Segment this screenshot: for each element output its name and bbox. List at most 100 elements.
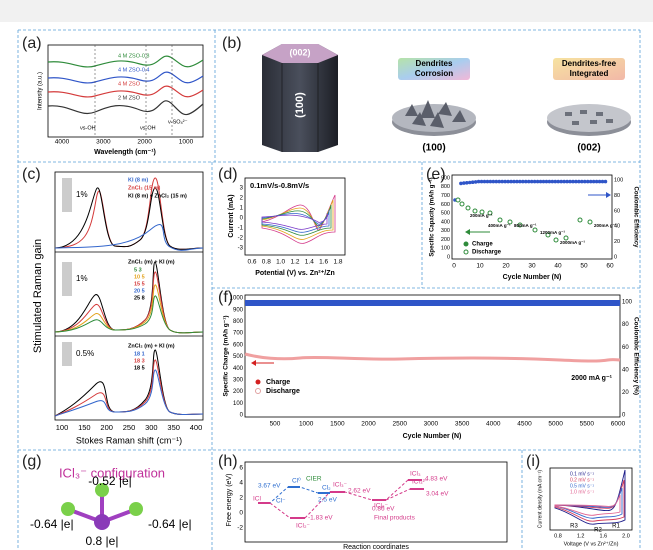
y-tick-label: 700 [233, 331, 244, 337]
legend-title: ZnCl₂ (m) + KI (m) [128, 259, 175, 265]
point [600, 179, 605, 184]
caption: (100) [422, 143, 445, 154]
point [507, 219, 513, 225]
panel-g [61, 483, 143, 530]
point [487, 210, 493, 216]
point [562, 179, 566, 184]
point [535, 179, 540, 184]
legend-marker [463, 249, 469, 255]
y-tick-label: 500 [441, 211, 450, 217]
y-tick-label: 2 [239, 495, 243, 502]
point [541, 179, 546, 184]
legend-label: 4 M ZSO [118, 81, 141, 87]
legend-label: Discharge [472, 250, 502, 256]
legend-label: KI (8 m) + ZnCl₂ (15 m) [128, 193, 187, 199]
point [459, 181, 463, 186]
y-tick-label: 0 [240, 413, 244, 419]
y-tick-label: 600 [441, 202, 450, 208]
y-tick-label: 60 [622, 345, 629, 351]
y-tick-label: 1000 [230, 296, 244, 302]
energy-label: 0.86 eV [372, 506, 395, 513]
x-tick-label: 1.6 [600, 533, 608, 539]
point [547, 179, 552, 184]
point [509, 179, 513, 184]
y-tick-label: 2 [240, 196, 244, 202]
y-tick-label: 1 [240, 206, 244, 212]
y-tick-label: 60 [614, 208, 620, 214]
point [515, 179, 519, 184]
box-label: Integrated [570, 69, 609, 78]
axis-title: Cycle Number (N) [403, 433, 462, 440]
y-tick-label: -1 [238, 226, 244, 232]
point [488, 179, 493, 184]
axis-title: Voltage (V vs Zn²⁺/Zn) [564, 540, 619, 547]
y-tick-label: 4 [239, 480, 243, 487]
panel-d [244, 177, 346, 256]
panel-label: (f) [218, 289, 233, 306]
x-tick-label: 300 [145, 423, 158, 432]
point [571, 179, 575, 184]
point [594, 179, 599, 184]
panel-label: (c) [22, 166, 41, 183]
charge-label: 0.8 |e| [86, 534, 119, 548]
annotation: 800mA g⁻¹ [514, 223, 537, 228]
point [497, 217, 503, 223]
charge-label: -0.52 |e| [88, 474, 132, 488]
energy-label: 3.67 eV [258, 483, 281, 490]
legend-label: 18 3 [134, 358, 145, 364]
face-label: (100) [294, 92, 306, 118]
x-tick-label: 2000 [137, 139, 152, 146]
x-tick-label: 60 [606, 263, 614, 270]
y-tick-label: 20 [614, 239, 620, 245]
x-tick-label: 2500 [392, 421, 407, 428]
species-label: ICl₂⁻ [296, 523, 310, 530]
legend-label: ZnCl₂ (15 m) [128, 185, 161, 191]
point [524, 179, 528, 184]
axis-title: Reaction coordinates [343, 544, 409, 550]
y-tick-label: 400 [441, 219, 450, 225]
panel-label: (i) [526, 453, 540, 470]
point [550, 179, 555, 184]
point [553, 237, 559, 243]
annotation: νs-OH [140, 125, 156, 131]
species-label: ICl₃⁻ [374, 503, 389, 510]
point [563, 235, 569, 241]
x-tick-label: 150 [78, 423, 91, 432]
y-tick-label: 0 [614, 254, 617, 260]
point [603, 179, 608, 184]
x-tick-label: 5000 [548, 421, 563, 428]
y-tick-label: 100 [622, 300, 633, 306]
point [532, 227, 538, 233]
point [473, 180, 478, 184]
y-tick-label: 80 [614, 193, 620, 199]
x-tick-label: 10 [476, 263, 484, 270]
y-tick-label: 600 [233, 342, 244, 348]
point [521, 179, 525, 184]
legend-marker [463, 241, 469, 247]
point [462, 181, 466, 185]
point [574, 179, 578, 184]
x-tick-label: 0.8 [554, 533, 562, 539]
top-strip [0, 0, 653, 22]
point [591, 179, 596, 184]
caption: (002) [577, 143, 600, 154]
axis-title: Specific Charge (mAh g⁻¹) [223, 315, 230, 396]
point [577, 217, 583, 223]
point [553, 179, 558, 184]
point [565, 179, 569, 184]
point [568, 179, 572, 184]
panel-a [47, 44, 204, 138]
y-tick-label: 400 [233, 366, 244, 372]
panel-e [451, 174, 613, 260]
point [470, 180, 475, 184]
y-tick-label: 700 [441, 193, 450, 199]
x-tick-label: 4000 [486, 421, 501, 428]
species-label: ICl₃⁻ [333, 482, 348, 489]
y-tick-label: 80 [622, 322, 629, 328]
y-tick-label: 200 [233, 389, 244, 395]
point [517, 222, 523, 228]
panel-h [244, 461, 508, 543]
panel-label: (d) [218, 166, 238, 183]
x-tick-label: 350 [167, 423, 180, 432]
y-tick-label: -2 [237, 525, 243, 532]
